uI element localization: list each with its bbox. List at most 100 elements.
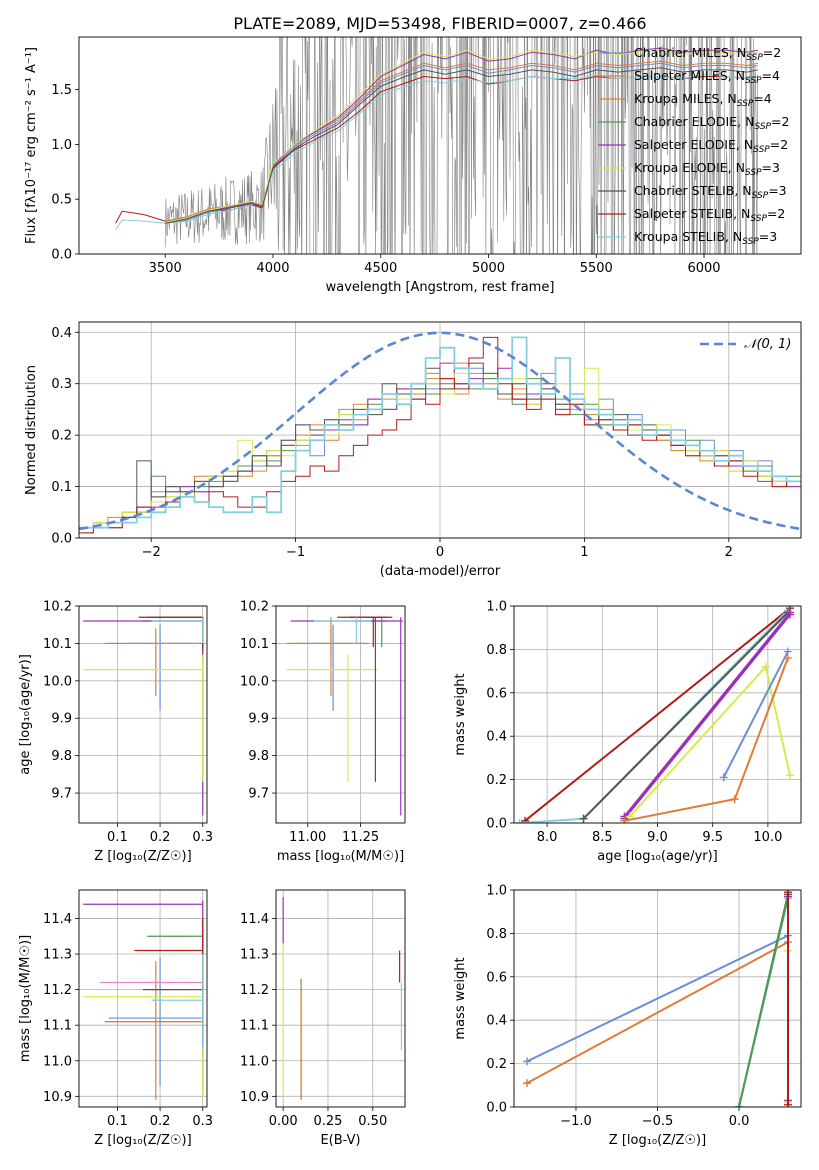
y-tick-label: 1.5 bbox=[51, 83, 72, 98]
x-tick-label: 4500 bbox=[364, 261, 397, 276]
legend-suffix: =2 bbox=[763, 45, 781, 60]
panel-age_vs_mass: 11.00 11.25 9.7 9.8 9.9 10.0 10.1 10.2 mass [log… bbox=[240, 600, 406, 864]
legend-suffix: =4 bbox=[762, 68, 780, 83]
normal-curve-line bbox=[79, 331, 801, 531]
x-axis-label: (data-model)/error bbox=[380, 564, 501, 579]
panel-massweight_vs_Z: −1.0 −0.5 0.0 0.0 0.2 0.4 0.6 0.8 1.0 Z [log₁₀(Z/… bbox=[453, 884, 802, 1148]
plot-area-massweight_vs_age bbox=[515, 606, 794, 823]
axes-frame bbox=[78, 605, 208, 824]
x-tick-label: 0.25 bbox=[313, 1114, 342, 1129]
plot-area-age_vs_mass bbox=[286, 616, 403, 816]
y-tick-label: 11.0 bbox=[43, 1054, 72, 1069]
y-tick-label: 1.0 bbox=[486, 884, 507, 899]
x-tick-label: 4000 bbox=[256, 261, 289, 276]
histogram-series bbox=[79, 336, 801, 534]
errorbar-point bbox=[151, 617, 204, 644]
y-tick-label: 0.4 bbox=[486, 1014, 507, 1029]
y-tick-label: 11.3 bbox=[240, 948, 269, 963]
y-tick-label: 11.1 bbox=[43, 1019, 72, 1034]
legend-suffix: =3 bbox=[768, 183, 786, 198]
x-tick-label: 5000 bbox=[472, 261, 505, 276]
mass-weight-marker bbox=[719, 773, 728, 782]
legend-suffix: =3 bbox=[762, 160, 780, 175]
mass-weight-marker bbox=[783, 654, 792, 663]
mass-weight-marker bbox=[730, 795, 739, 804]
mass-weight-marker bbox=[783, 890, 792, 897]
errorbar-point bbox=[83, 654, 204, 782]
panel-age_vs_Z: 0.1 0.2 0.3 9.7 9.8 9.9 10.0 10.1 10.2 Z [log₁₀(Z… bbox=[18, 600, 213, 865]
x-tick-label: 5500 bbox=[580, 261, 613, 276]
x-tick-label: −1 bbox=[286, 545, 305, 560]
x-tick-label: 0.00 bbox=[269, 1114, 298, 1129]
legend-label: Chabrier STELIB, N bbox=[634, 183, 752, 198]
legend-subscript: SSP bbox=[754, 122, 771, 132]
plot-area-spectrum bbox=[115, 37, 758, 254]
mass-weight-marker bbox=[761, 662, 770, 671]
mass-weight-marker bbox=[785, 610, 794, 619]
panel-spectrum: 3500 4000 4500 5000 5500 6000 0.0 0.5 1.0 1.5 wave… bbox=[24, 36, 802, 295]
y-tick-label: 0.8 bbox=[486, 643, 507, 658]
axes-frame bbox=[513, 605, 802, 824]
x-tick-label: −2 bbox=[142, 545, 161, 560]
x-tick-label: −1.0 bbox=[560, 1114, 592, 1129]
errorbar-point bbox=[286, 617, 365, 655]
axes-frame bbox=[275, 889, 406, 1108]
y-tick-label: 0.0 bbox=[51, 248, 72, 263]
mass-weight-line bbox=[623, 611, 791, 818]
y-tick-label: 0.8 bbox=[486, 927, 507, 942]
y-tick-label: 0.2 bbox=[486, 1057, 507, 1072]
legend-entry: Salpeter MILES, NSSP=4 bbox=[634, 68, 780, 86]
mass-weight-line bbox=[738, 896, 789, 1107]
y-tick-label: 0.0 bbox=[486, 1101, 507, 1116]
x-tick-label: 0.0 bbox=[729, 1114, 750, 1129]
y-tick-label: 11.0 bbox=[240, 1054, 269, 1069]
legend-subscript: SSP bbox=[753, 145, 770, 155]
x-tick-label: 0.3 bbox=[192, 830, 213, 845]
legend-entry: Kroupa MILES, NSSP=4 bbox=[634, 91, 772, 109]
errorbar-point bbox=[337, 616, 393, 648]
y-tick-label: 0.0 bbox=[51, 532, 72, 547]
mass-weight-marker bbox=[579, 814, 588, 823]
plot-area-mass_vs_Z bbox=[83, 900, 204, 1100]
legend-label: Salpeter STELIB, N bbox=[634, 206, 750, 221]
x-axis-label: E(B-V) bbox=[320, 1133, 360, 1148]
y-axis-label: Normed distribution bbox=[24, 365, 39, 495]
y-tick-label: 9.9 bbox=[248, 712, 269, 727]
legend-label: Kroupa MILES, N bbox=[634, 91, 737, 106]
mass-weight-marker bbox=[783, 1100, 792, 1107]
y-axis-label: Flux [fλ10⁻¹⁷ erg cm⁻² s⁻¹ A⁻¹] bbox=[24, 47, 39, 244]
axes-frame bbox=[513, 889, 802, 1108]
legend-entry: Salpeter STELIB, NSSP=2 bbox=[634, 206, 785, 224]
legend-entry: Chabrier STELIB, NSSP=3 bbox=[634, 183, 787, 201]
y-tick-label: 11.4 bbox=[43, 912, 72, 927]
y-tick-label: 9.7 bbox=[248, 787, 269, 802]
mass-weight-marker bbox=[521, 816, 530, 823]
mass-weight-marker bbox=[785, 771, 794, 780]
legend-label: Chabrier MILES, N bbox=[634, 45, 746, 60]
panels: 3500 4000 4500 5000 5500 6000 0.0 0.5 1.0 1.5 wave… bbox=[18, 36, 802, 1148]
x-tick-label: 11.00 bbox=[289, 830, 326, 845]
x-tick-label: 0.50 bbox=[358, 1114, 387, 1129]
y-tick-label: 0.3 bbox=[51, 377, 72, 392]
legend-label: Kroupa STELIB, N bbox=[634, 229, 742, 244]
x-axis-label: wavelength [Angstrom, rest frame] bbox=[326, 280, 555, 295]
x-tick-label: 8.0 bbox=[537, 830, 558, 845]
mass-weight-marker bbox=[620, 816, 629, 823]
y-axis-label: mass weight bbox=[453, 957, 468, 1039]
axes-frame bbox=[275, 605, 406, 824]
plot-area-age_vs_Z bbox=[83, 616, 204, 816]
x-tick-label: 0.2 bbox=[150, 830, 171, 845]
x-tick-label: 6000 bbox=[687, 261, 720, 276]
panel-mass_vs_ebv: 0.00 0.25 0.50 10.9 11.0 11.1 11.2 11.3 11.4 E(B-… bbox=[240, 889, 406, 1148]
mass-weight-marker bbox=[515, 819, 524, 823]
legend-suffix: =2 bbox=[767, 206, 785, 221]
x-tick-label: 11.25 bbox=[342, 830, 379, 845]
axes-frame bbox=[78, 321, 802, 539]
mass-weight-marker bbox=[523, 1079, 532, 1088]
legend-label: Salpeter ELODIE, N bbox=[634, 137, 753, 152]
plot-area-massweight_vs_Z bbox=[523, 890, 792, 1107]
legend-subscript: SSP bbox=[750, 214, 767, 224]
legend-label: Salpeter MILES, N bbox=[634, 68, 745, 83]
